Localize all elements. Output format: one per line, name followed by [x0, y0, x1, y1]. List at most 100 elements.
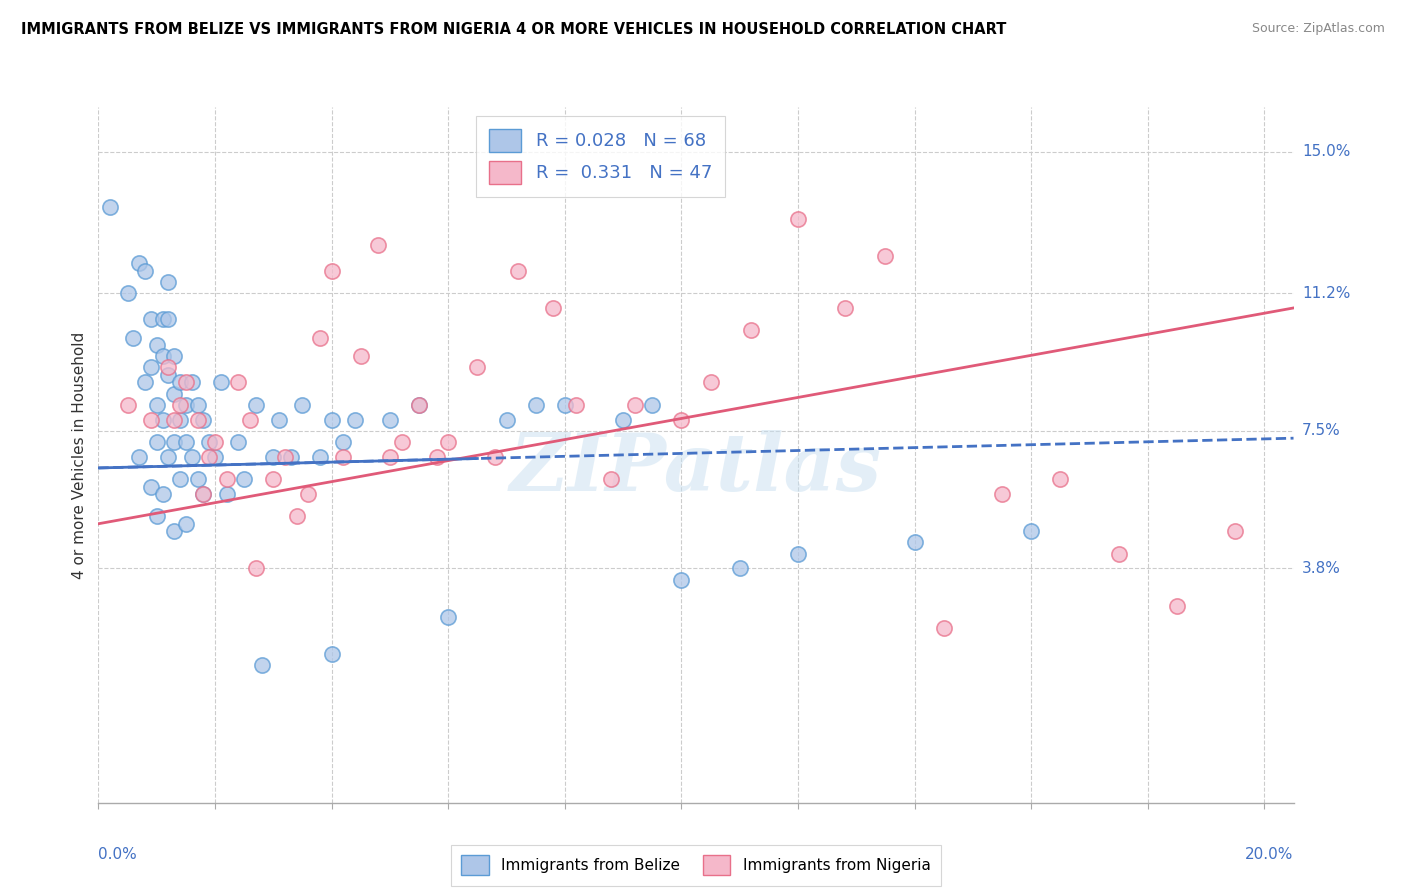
Point [875, 249, 897, 263]
Point [280, 450, 302, 464]
Point [157, 312, 180, 326]
Text: 11.2%: 11.2% [1302, 285, 1350, 301]
Point [367, 237, 389, 252]
Point [98, 201, 121, 215]
Point [186, 472, 208, 486]
Point [169, 398, 191, 412]
Point [215, 487, 238, 501]
Point [157, 368, 180, 382]
Point [332, 434, 354, 449]
Point [117, 286, 139, 301]
Point [169, 472, 191, 486]
Point [215, 472, 238, 486]
Point [228, 434, 250, 449]
Point [332, 450, 354, 464]
Point [163, 349, 186, 363]
Point [378, 412, 401, 426]
Point [193, 487, 215, 501]
Point [291, 398, 314, 412]
Point [565, 398, 588, 412]
Point [787, 547, 810, 561]
Point [932, 621, 955, 635]
Point [128, 450, 150, 464]
Point [209, 376, 232, 390]
Point [134, 264, 156, 278]
Point [145, 509, 167, 524]
Point [297, 487, 319, 501]
Point [163, 434, 186, 449]
Point [787, 211, 810, 226]
Point [169, 376, 191, 390]
Point [157, 275, 180, 289]
Point [163, 386, 186, 401]
Point [408, 398, 430, 412]
Point [204, 434, 226, 449]
Point [274, 450, 297, 464]
Point [163, 524, 186, 539]
Point [262, 472, 284, 486]
Point [157, 360, 180, 375]
Point [1225, 524, 1247, 539]
Point [262, 450, 284, 464]
Point [391, 434, 413, 449]
Y-axis label: 4 or more Vehicles in Household: 4 or more Vehicles in Household [72, 331, 87, 579]
Point [174, 434, 197, 449]
Text: 7.5%: 7.5% [1302, 423, 1340, 438]
Point [169, 412, 191, 426]
Point [198, 434, 221, 449]
Point [204, 450, 226, 464]
Point [193, 487, 215, 501]
Point [198, 450, 221, 464]
Point [180, 376, 202, 390]
Point [495, 412, 517, 426]
Point [122, 331, 145, 345]
Point [309, 450, 332, 464]
Point [157, 450, 180, 464]
Point [508, 264, 530, 278]
Point [128, 256, 150, 270]
Point [524, 398, 547, 412]
Point [152, 349, 174, 363]
Point [186, 412, 208, 426]
Point [467, 360, 489, 375]
Point [991, 487, 1014, 501]
Text: ZIPatlas: ZIPatlas [510, 430, 882, 508]
Point [343, 412, 366, 426]
Point [321, 412, 343, 426]
Point [834, 301, 856, 315]
Point [139, 479, 162, 493]
Point [1019, 524, 1042, 539]
Point [245, 561, 267, 575]
Point [1049, 472, 1071, 486]
Point [233, 472, 256, 486]
Point [699, 376, 721, 390]
Point [139, 360, 162, 375]
Point [408, 398, 430, 412]
Point [174, 398, 197, 412]
Point [437, 609, 460, 624]
Point [641, 398, 664, 412]
Point [228, 376, 250, 390]
Point [174, 516, 197, 531]
Point [145, 338, 167, 352]
Point [139, 412, 162, 426]
Point [437, 434, 460, 449]
Point [245, 398, 267, 412]
Point [612, 412, 634, 426]
Point [554, 398, 576, 412]
Point [1166, 599, 1188, 613]
Point [174, 376, 197, 390]
Text: 3.8%: 3.8% [1302, 561, 1341, 576]
Point [250, 658, 273, 673]
Point [269, 412, 291, 426]
Point [285, 509, 308, 524]
Legend: Immigrants from Belize, Immigrants from Nigeria: Immigrants from Belize, Immigrants from … [451, 845, 941, 886]
Point [740, 323, 762, 337]
Point [1108, 547, 1130, 561]
Point [425, 450, 447, 464]
Point [623, 398, 645, 412]
Point [321, 264, 343, 278]
Text: 20.0%: 20.0% [1246, 847, 1294, 863]
Text: 15.0%: 15.0% [1302, 145, 1350, 159]
Point [239, 412, 262, 426]
